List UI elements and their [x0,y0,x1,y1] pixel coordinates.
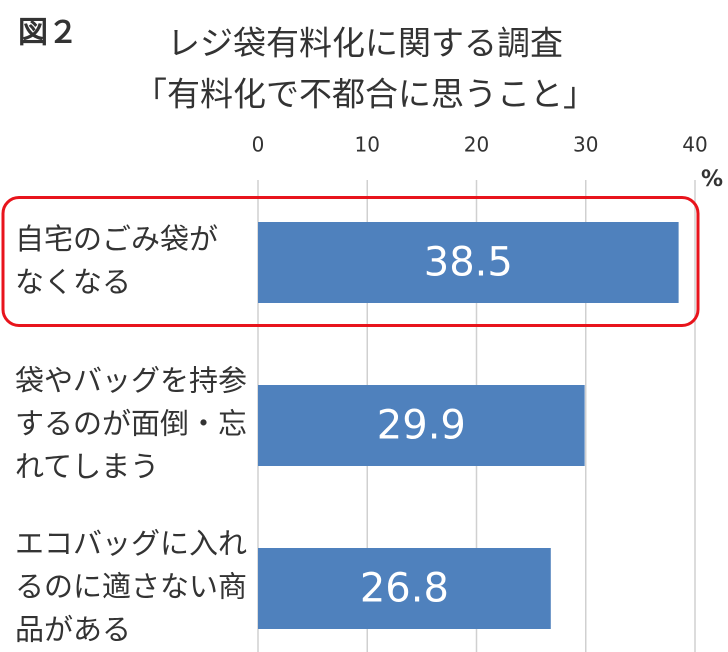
category-label: なくなる [15,265,131,299]
bar [258,222,679,303]
x-tick-label: 30 [573,133,598,157]
value-label: 26.8 [360,566,449,612]
category-label: るのに適さない商 [15,570,247,604]
category-label: 自宅のごみ袋が [15,222,218,256]
category-label: 品がある [15,613,131,647]
highlight-box [1,196,700,327]
category-label: するのが面倒・忘 [15,407,247,441]
value-label: 38.5 [424,240,513,286]
chart-title: 「有料化で不都合に思うこと」 [134,75,596,114]
figure-label: 図２ [18,16,78,51]
x-tick-label: 20 [464,133,489,157]
unit-label: % [701,167,723,192]
category-label: 袋やバッグを持参 [15,364,247,398]
x-tick-label: 0 [252,133,265,157]
x-tick-label: 40 [682,133,707,157]
x-tick-label: 10 [355,133,380,157]
value-label: 29.9 [377,403,466,449]
chart-title: レジ袋有料化に関する調査 [167,24,563,63]
bar [258,548,551,629]
bar [258,385,585,466]
category-label: エコバッグに入れ [15,527,247,561]
category-label: れてしまう [15,450,159,484]
